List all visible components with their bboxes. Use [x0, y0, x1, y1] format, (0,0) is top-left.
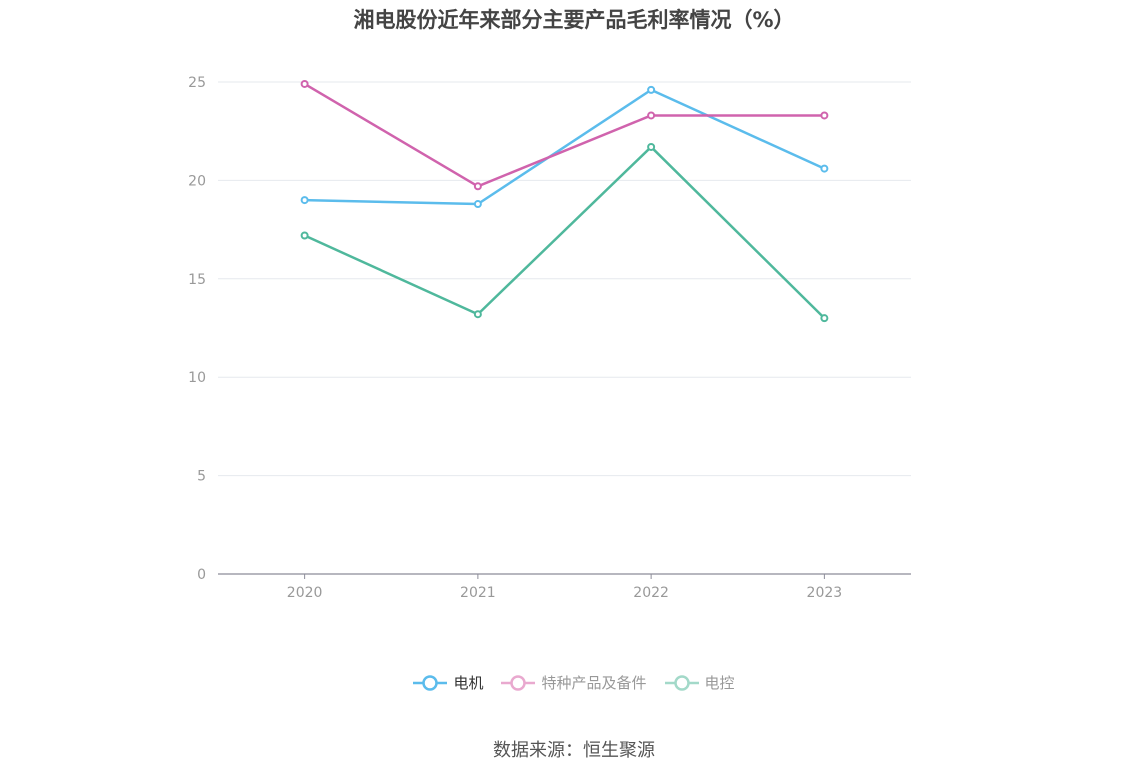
- legend-marker-icon: [664, 674, 699, 691]
- data-point: [473, 310, 482, 319]
- series-line: [304, 145, 826, 320]
- series-line: [304, 88, 825, 206]
- legend-marker-icon: [501, 674, 536, 691]
- data-point: [473, 182, 482, 191]
- legend-item-electric-control[interactable]: 电控: [664, 672, 735, 693]
- legend-item-special-products[interactable]: 特种产品及备件: [501, 672, 647, 693]
- y-tick-label: 20: [188, 173, 206, 189]
- legend-circle: [422, 674, 439, 691]
- chart-plot: 0 5 10 15 20 25 2020 2021 2022 2023: [188, 75, 911, 601]
- y-tick-label: 5: [197, 469, 206, 485]
- y-tick-label: 0: [197, 567, 206, 583]
- data-source: 数据来源：恒生聚源: [493, 740, 655, 761]
- series-line: [303, 82, 825, 188]
- legend-circle: [510, 674, 527, 691]
- x-tick-label: 2020: [287, 585, 323, 601]
- legend-circle: [673, 674, 690, 691]
- chart-legend: 电机 特种产品及备件 电控: [0, 672, 1148, 693]
- data-point: [300, 231, 309, 240]
- legend-label: 特种产品及备件: [541, 674, 647, 692]
- x-tick-label: 2022: [633, 585, 669, 601]
- data-point: [647, 142, 656, 151]
- data-point: [820, 314, 829, 323]
- legend-marker-icon: [413, 674, 448, 691]
- legend-item-motor[interactable]: 电机: [413, 672, 483, 693]
- data-point: [300, 79, 309, 88]
- y-tick-label: 25: [188, 75, 206, 91]
- data-point: [473, 200, 482, 209]
- data-point: [647, 111, 656, 120]
- chart-title: 湘电股份近年来部分主要产品毛利率情况（%）: [353, 8, 795, 32]
- data-point: [820, 164, 829, 173]
- legend-label: 电控: [704, 674, 735, 692]
- data-point: [820, 111, 829, 120]
- data-point: [300, 196, 309, 205]
- x-tick-label: 2023: [807, 585, 843, 601]
- data-point: [647, 85, 656, 94]
- legend-label: 电机: [453, 674, 484, 692]
- x-tick-label: 2021: [460, 585, 496, 601]
- y-tick-label: 15: [188, 272, 206, 288]
- y-tick-label: 10: [188, 370, 206, 386]
